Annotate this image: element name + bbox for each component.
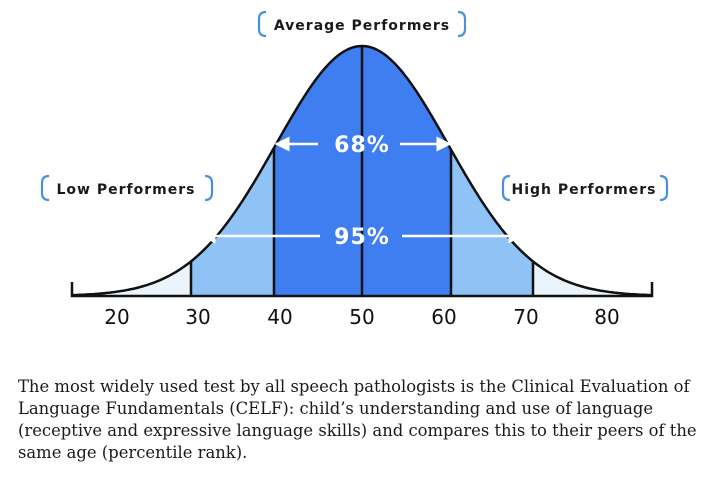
tick-label: 20 <box>104 305 129 329</box>
tick-label: 50 <box>349 305 374 329</box>
bell-curve-diagram: 68% 95% Average Performers Low Performer… <box>40 10 669 329</box>
high-performers-label: High Performers <box>512 182 657 198</box>
bracket-right <box>659 174 669 202</box>
pct-95-label: 95% <box>334 225 390 250</box>
bracket-right <box>204 174 214 202</box>
bracket-left <box>40 174 50 202</box>
pct-68-label: 68% <box>334 133 390 158</box>
bracket-right <box>457 10 467 38</box>
low-performers-label: Low Performers <box>57 182 196 198</box>
bracket-left <box>257 10 267 38</box>
bracket-left <box>501 174 511 202</box>
tick-label: 70 <box>513 305 538 329</box>
tick-label: 30 <box>185 305 210 329</box>
average-performers-label-group: Average Performers <box>257 10 467 38</box>
tick-label: 80 <box>594 305 619 329</box>
tick-label: 60 <box>431 305 456 329</box>
divider-lines <box>189 46 535 296</box>
caption-paragraph: The most widely used test by all speech … <box>18 377 697 462</box>
tick-label: 40 <box>267 305 292 329</box>
average-performers-label: Average Performers <box>274 18 450 34</box>
low-performers-label-group: Low Performers <box>40 174 214 202</box>
axis-tick-labels: 20 30 40 50 60 70 80 <box>104 305 619 329</box>
high-performers-label-group: High Performers <box>501 174 669 202</box>
